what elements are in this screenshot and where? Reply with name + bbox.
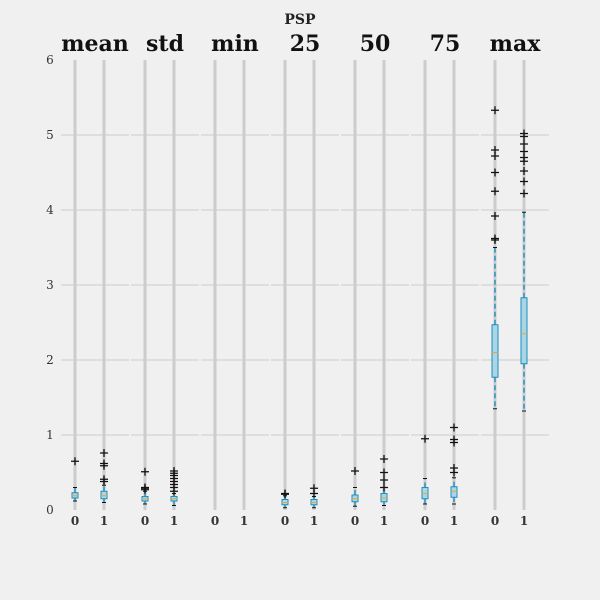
flier-point	[491, 187, 499, 196]
x-tick-label: 0	[211, 514, 219, 528]
panel-min: min 0 1	[201, 31, 269, 528]
flier-point	[491, 234, 499, 243]
flier-point	[520, 189, 528, 198]
flier-point	[281, 489, 289, 498]
flier-point	[351, 467, 359, 475]
x-tick-label: 1	[310, 514, 318, 528]
panel-25: 25 0 1	[271, 31, 339, 528]
flier-point	[141, 483, 149, 492]
flier-point	[491, 146, 499, 154]
x-tick-label: 0	[491, 514, 499, 528]
x-tick-label: 0	[141, 514, 149, 528]
y-tick-label: 1	[46, 428, 54, 442]
x-tick-label: 1	[240, 514, 248, 528]
panel-max: max 0 1	[481, 31, 549, 528]
flier-point	[380, 476, 388, 484]
flier-point	[520, 167, 528, 175]
flier-point	[491, 106, 499, 115]
y-tick-label: 5	[46, 128, 54, 142]
panel-title: 25	[290, 31, 321, 57]
panel-title: std	[146, 31, 184, 57]
flier-point	[520, 129, 528, 138]
x-tick-label: 1	[380, 514, 388, 528]
flier-point	[421, 434, 429, 443]
box	[520, 297, 528, 365]
x-tick-label: 1	[170, 514, 178, 528]
flier-point	[100, 449, 108, 457]
flier-point	[491, 168, 499, 177]
panel-title: 50	[360, 31, 391, 57]
x-tick-label: 0	[421, 514, 429, 528]
flier-point	[100, 459, 108, 468]
flier-point	[170, 467, 178, 475]
panel-title: mean	[61, 31, 129, 57]
x-tick-label: 0	[351, 514, 359, 528]
x-tick-label: 1	[100, 514, 108, 528]
x-tick-label: 0	[71, 514, 79, 528]
panel-75: 75 0 1	[411, 31, 479, 528]
y-tick-label: 0	[46, 503, 54, 517]
flier-point	[520, 140, 528, 148]
panel-title: 75	[430, 31, 461, 57]
flier-point	[520, 147, 528, 156]
flier-point	[141, 467, 149, 476]
x-tick-label: 1	[520, 514, 528, 528]
x-tick-label: 0	[281, 514, 289, 528]
flier-point	[380, 483, 388, 492]
flier-point	[310, 484, 318, 493]
box	[100, 490, 108, 500]
flier-point	[380, 455, 388, 463]
y-tick-label: 4	[46, 203, 54, 217]
y-tick-label: 2	[46, 353, 54, 367]
flier-point	[491, 212, 499, 220]
flier-point	[71, 457, 79, 466]
panel-title: min	[211, 31, 259, 57]
y-tick-label: 6	[46, 53, 54, 67]
flier-point	[520, 177, 528, 186]
flier-point	[100, 475, 108, 484]
chart-suptitle: PSP	[284, 12, 316, 28]
y-tick-label: 3	[46, 278, 54, 292]
box	[450, 486, 458, 498]
flier-point	[450, 435, 458, 444]
x-tick-label: 1	[450, 514, 458, 528]
flier-point	[450, 423, 458, 432]
panels-layer: 0 1 2 3 4 5 6 mean 0 1 std 0 1 min 0 1 25 0 1 50 0 1 75 0 1 max 0 1	[46, 31, 549, 528]
flier-point	[450, 464, 458, 472]
panel-std: std 0 1	[131, 31, 199, 528]
box	[491, 324, 499, 378]
flier-point	[380, 468, 388, 477]
panel-50: 50 0 1	[341, 31, 409, 528]
panel-mean: mean 0 1	[61, 31, 129, 528]
panel-title: max	[490, 31, 542, 57]
